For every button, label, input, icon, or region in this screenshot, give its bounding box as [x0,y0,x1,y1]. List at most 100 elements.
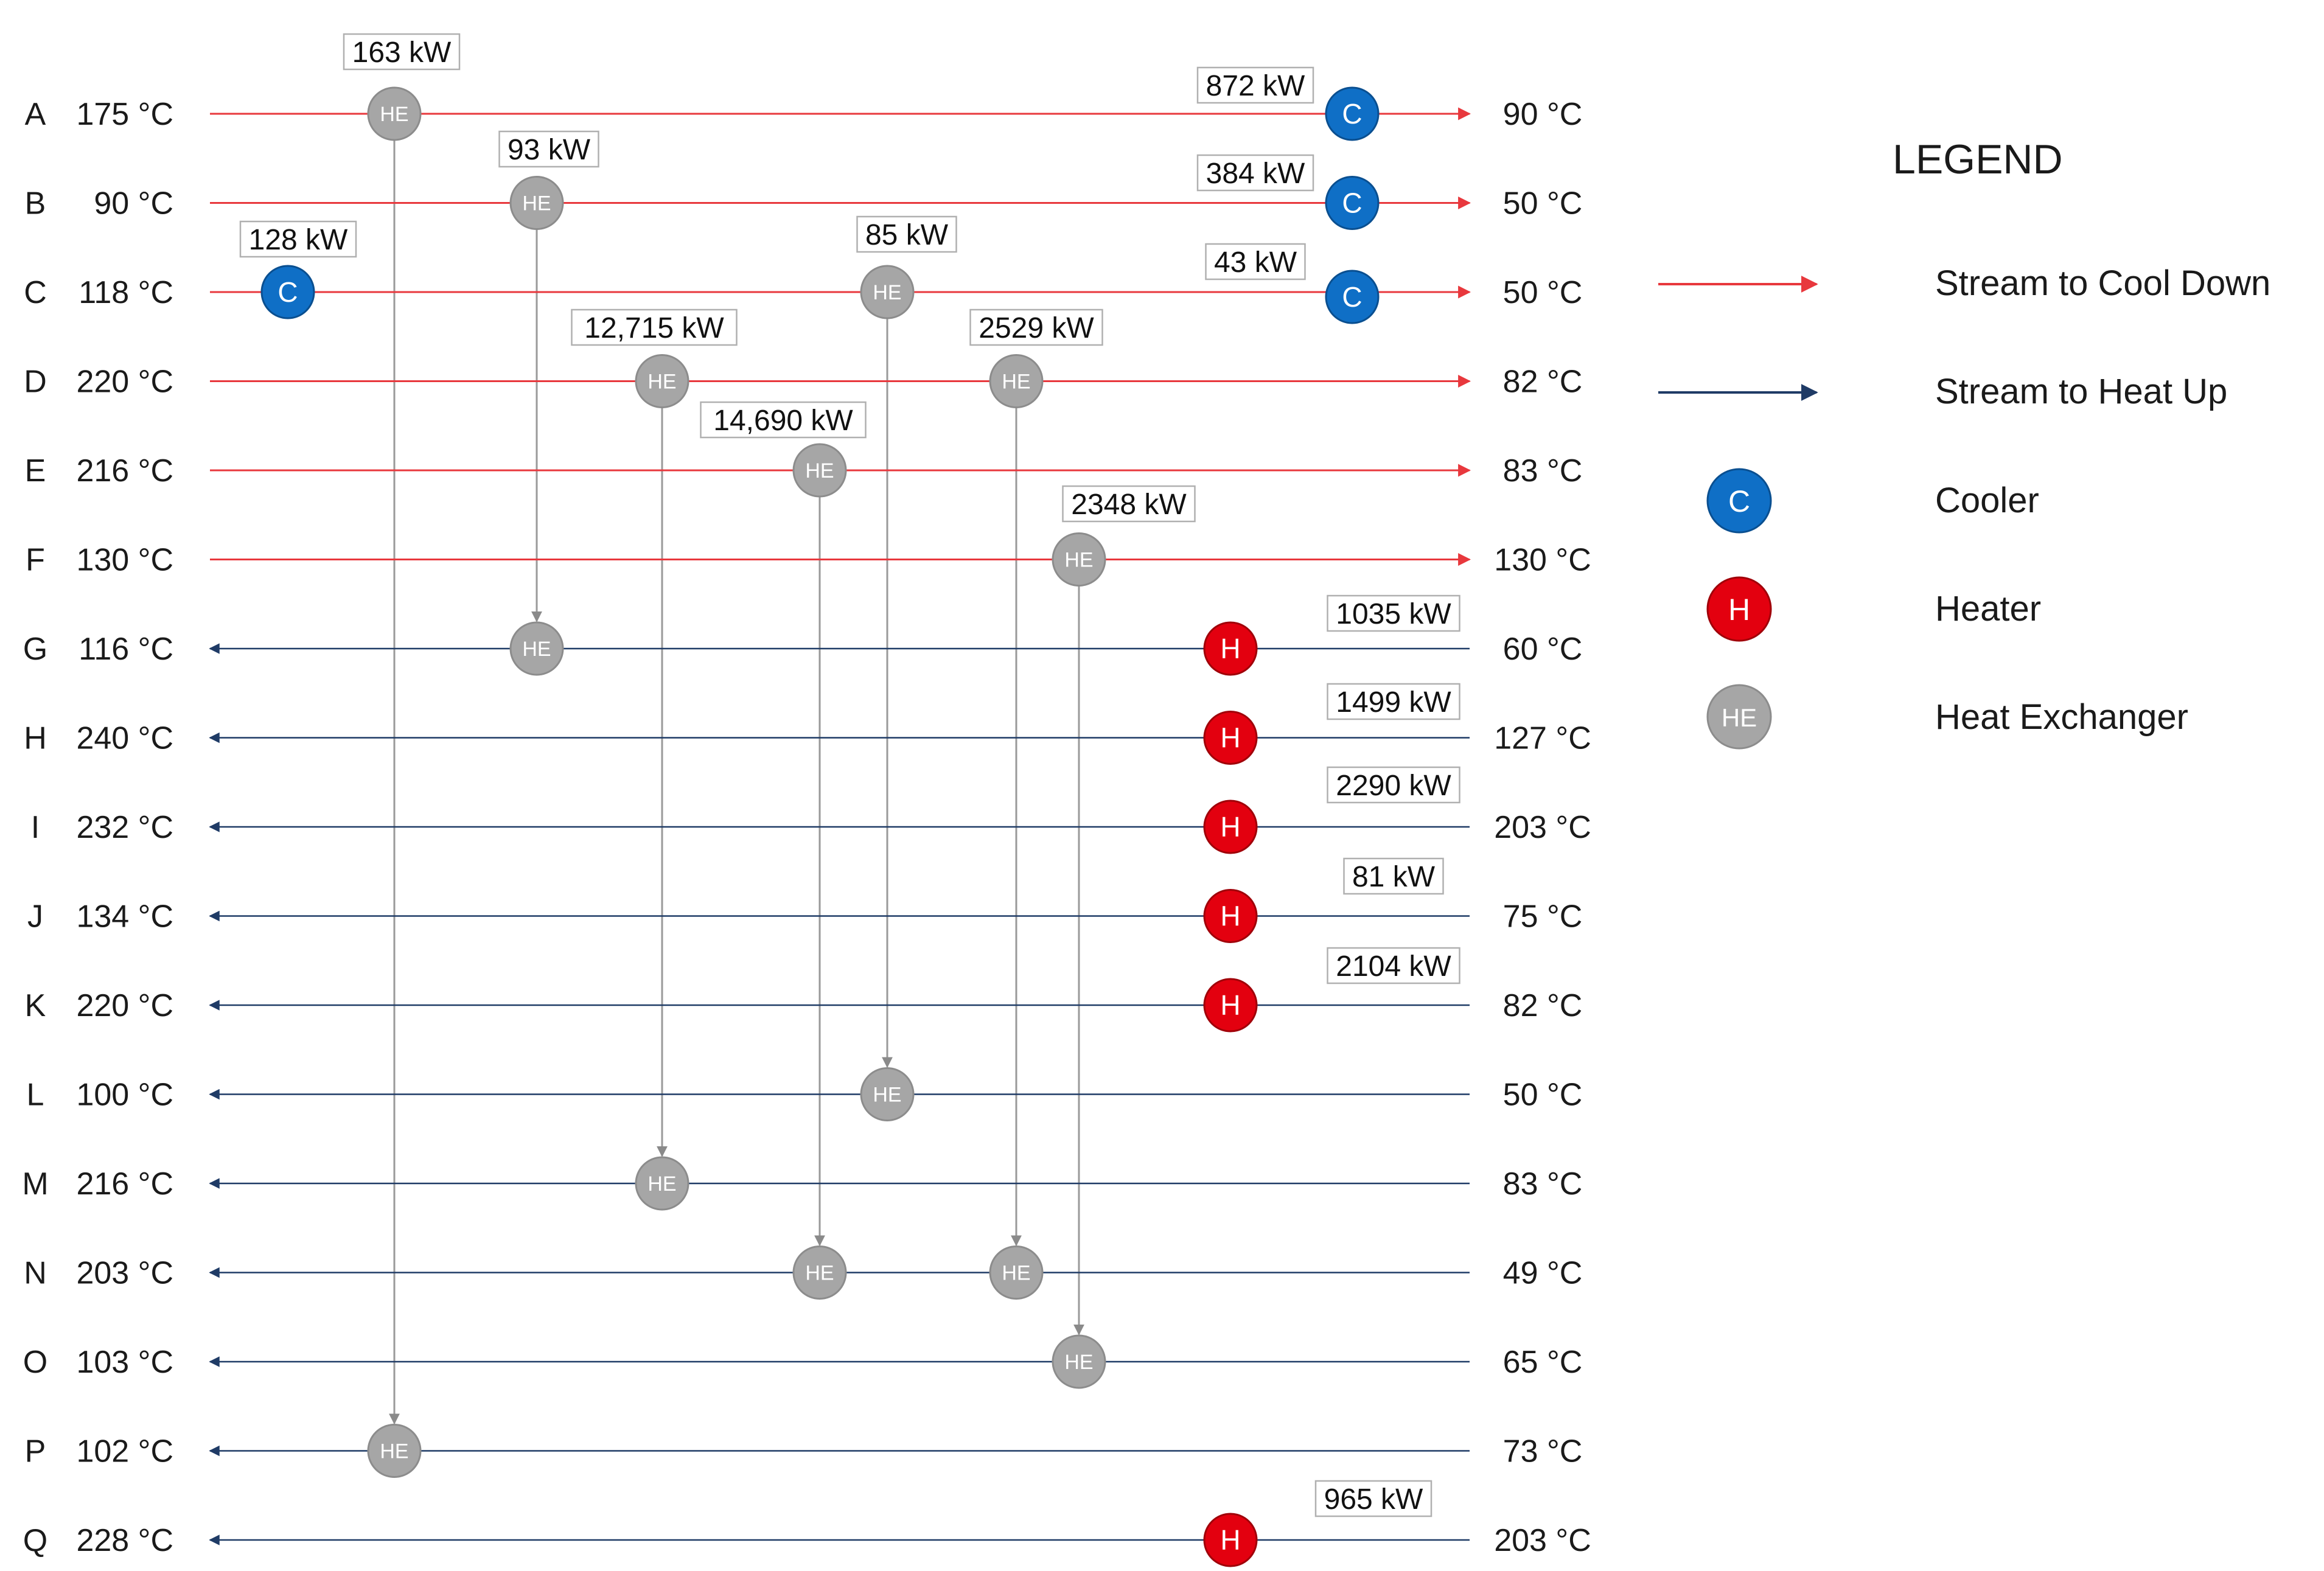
duty-label: 2348 kW [1071,489,1187,521]
stream-end-temp: 83 °C [1503,1166,1583,1202]
duty-label-box [1196,66,1314,104]
stream-end-temp: 90 °C [1503,97,1583,132]
exchanger-node[interactable]: HE [792,443,847,498]
cooler-node[interactable]: C [1325,86,1380,141]
duty-label: 965 kW [1324,1483,1423,1516]
stream-id: M [22,1166,48,1202]
exchanger-node[interactable]: HE [860,1067,915,1121]
duty-label-box [1196,154,1314,192]
legend-exchanger-label: Heat Exchanger [1935,697,2188,737]
exchanger-icon[interactable] [989,354,1044,408]
cooler-icon[interactable] [1325,176,1380,230]
heater-node[interactable]: H [1203,799,1258,854]
heater-node[interactable]: H [1203,621,1258,676]
stream-start-temp: 134 °C [76,899,173,935]
duty-label: 93 kW [508,134,591,166]
exchanger-node[interactable]: HE [860,265,915,319]
exchanger-icon[interactable] [1052,532,1106,587]
exchanger-node[interactable]: HE [367,1424,422,1478]
exchanger-node[interactable]: HE [635,354,689,408]
exchanger-node[interactable]: HE [989,354,1044,408]
exchanger-icon[interactable] [792,1245,847,1300]
stream-start-temp: 102 °C [76,1434,173,1469]
stream-id: I [31,810,40,845]
cooler-icon-letter: C [1342,98,1362,130]
duty-label: 2104 kW [1336,950,1451,983]
duty-label: 384 kW [1206,158,1305,190]
duty-label-box [1343,857,1444,895]
exchanger-icon[interactable] [367,86,422,141]
stream-labels: A 175 °C 90 °C B 90 °C 50 °C C 118 °C 50 °C D 220 … [22,97,1591,1558]
stream-id: Q [23,1523,47,1558]
exchanger-icon-letter: HE [522,192,551,215]
exchanger-node[interactable]: HE [367,86,422,141]
stream-id: K [25,988,46,1023]
duty-label-box [1062,485,1196,523]
exchanger-icon[interactable] [989,1245,1044,1300]
stream-start-temp: 216 °C [76,453,173,489]
duty-label: 2529 kW [979,312,1094,344]
stream-start-temp: 175 °C [76,97,173,132]
exchanger-node[interactable]: HE [1052,532,1106,587]
exchanger-icon[interactable] [860,265,915,319]
stream-end-temp: 73 °C [1503,1434,1583,1469]
cooler-icon[interactable] [1325,270,1380,324]
cooler-icon[interactable] [1325,86,1380,141]
cooler-node[interactable]: C [260,265,315,319]
exchanger-icon[interactable] [367,1424,422,1478]
duty-label-box [1327,594,1460,632]
exchanger-icon-letter: HE [647,1172,676,1196]
heater-icon[interactable] [1203,799,1258,854]
stream-id: B [25,186,46,221]
exchanger-icon-letter: HE [805,459,834,482]
stream-id: G [23,632,47,667]
stream-start-temp: 240 °C [76,721,173,756]
duty-label: 12,715 kW [584,312,724,344]
exchanger-node[interactable]: HE [635,1156,689,1211]
exchanger-icon[interactable] [860,1067,915,1121]
duty-label: 872 kW [1206,70,1305,102]
heater-icon[interactable] [1203,978,1258,1033]
duty-label-box [969,308,1103,346]
exchanger-icon-letter: HE [380,1440,408,1463]
exchanger-icon[interactable] [1052,1334,1106,1389]
cooler-node[interactable]: C [1325,176,1380,230]
duty-label-box [1327,766,1460,804]
stream-start-temp: 220 °C [76,988,173,1023]
cooler-icon[interactable] [260,265,315,319]
exchanger-icon[interactable] [509,621,564,676]
heater-node[interactable]: H [1203,889,1258,943]
heater-icon-letter: H [1220,811,1240,843]
legend-cooler-icon: C [1706,468,1772,534]
exchanger-node[interactable]: HE [1052,1334,1106,1389]
exchanger-icon[interactable] [635,354,689,408]
exchanger-node[interactable]: HE [509,621,564,676]
exchanger-icon[interactable] [635,1156,689,1211]
duty-label: 14,690 kW [713,405,853,437]
legend: LEGEND Stream to Cool Down Stream to Hea… [1658,136,2270,750]
legend-exchanger-icon: HE [1706,684,1772,750]
exchanger-node[interactable]: HE [989,1245,1044,1300]
exchanger-icon-letter: HE [805,1262,834,1285]
stream-end-temp: 82 °C [1503,988,1583,1023]
cooler-node[interactable]: C [1325,270,1380,324]
heater-icon[interactable] [1203,711,1258,765]
duty-label-box [498,130,599,168]
stream-id: F [26,543,45,578]
exchanger-node[interactable]: HE [509,176,564,230]
equipment-nodes: HE HE HE HE HE HE HE HE HE HE HE HE HE HE C C C C H H H H H H [260,86,1380,1567]
exchanger-icon[interactable] [509,176,564,230]
duty-label-box [1314,1480,1432,1517]
heater-icon[interactable] [1203,1513,1258,1567]
duty-label: 85 kW [865,219,949,251]
duty-label-box [700,401,867,439]
heater-node[interactable]: H [1203,978,1258,1033]
exchanger-node[interactable]: HE [792,1245,847,1300]
heater-icon-letter: H [1220,1524,1240,1556]
heater-icon[interactable] [1203,889,1258,943]
heater-node[interactable]: H [1203,1513,1258,1567]
exchanger-icon[interactable] [792,443,847,498]
exchanger-icon-letter: HE [522,638,551,661]
heater-node[interactable]: H [1203,711,1258,765]
heater-icon[interactable] [1203,621,1258,676]
